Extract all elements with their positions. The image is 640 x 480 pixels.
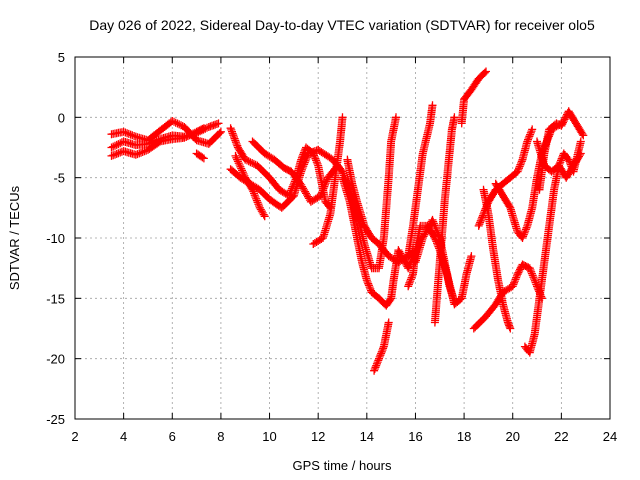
series-arc-18 [457,67,490,128]
x-axis-ticks: 2 4 6 8 10 12 14 16 18 20 22 24 [71,57,617,444]
data-marker-run [457,67,490,128]
y-tick-label: -25 [46,412,65,427]
x-tick-label: 24 [603,429,617,444]
x-tick-label: 10 [262,429,276,444]
series-arc-17 [430,113,459,327]
data-marker-run [370,318,393,375]
series-arc-15 [404,101,437,261]
x-tick-label: 14 [360,429,374,444]
x-tick-label: 4 [120,429,127,444]
y-axis-ticks: 5 0 -5 -10 -15 -20 -25 [46,50,610,427]
series-arc-4 [192,149,208,163]
series-arc-12 [343,155,420,267]
series-arc-13 [370,318,393,375]
series-arc-21 [479,185,515,333]
y-tick-label: 0 [58,110,65,125]
y-tick-label: -10 [46,231,65,246]
x-tick-label: 22 [554,429,568,444]
y-tick-label: -15 [46,291,65,306]
x-axis-label: GPS time / hours [293,458,392,473]
x-tick-label: 8 [217,429,224,444]
series-arc-3 [107,117,225,148]
series-arc-25 [533,137,585,182]
series-arc-2 [107,124,208,160]
grid [75,57,610,419]
series-arc-7 [226,145,323,212]
y-tick-label: 5 [58,50,65,65]
series-arc-20 [474,125,537,230]
x-tick-label: 12 [311,429,325,444]
chart-title: Day 026 of 2022, Sidereal Day-to-day VTE… [89,17,595,33]
y-axis-label: SDTVAR / TECUs [7,185,22,290]
series-arc-8 [248,137,342,206]
data-marker-run [192,149,208,163]
x-tick-label: 2 [71,429,78,444]
y-tick-label: -20 [46,352,65,367]
x-tick-label: 16 [408,429,422,444]
x-tick-label: 20 [505,429,519,444]
x-tick-label: 18 [457,429,471,444]
y-tick-label: -5 [53,171,65,186]
data-marks [107,67,588,375]
x-tick-label: 6 [169,429,176,444]
